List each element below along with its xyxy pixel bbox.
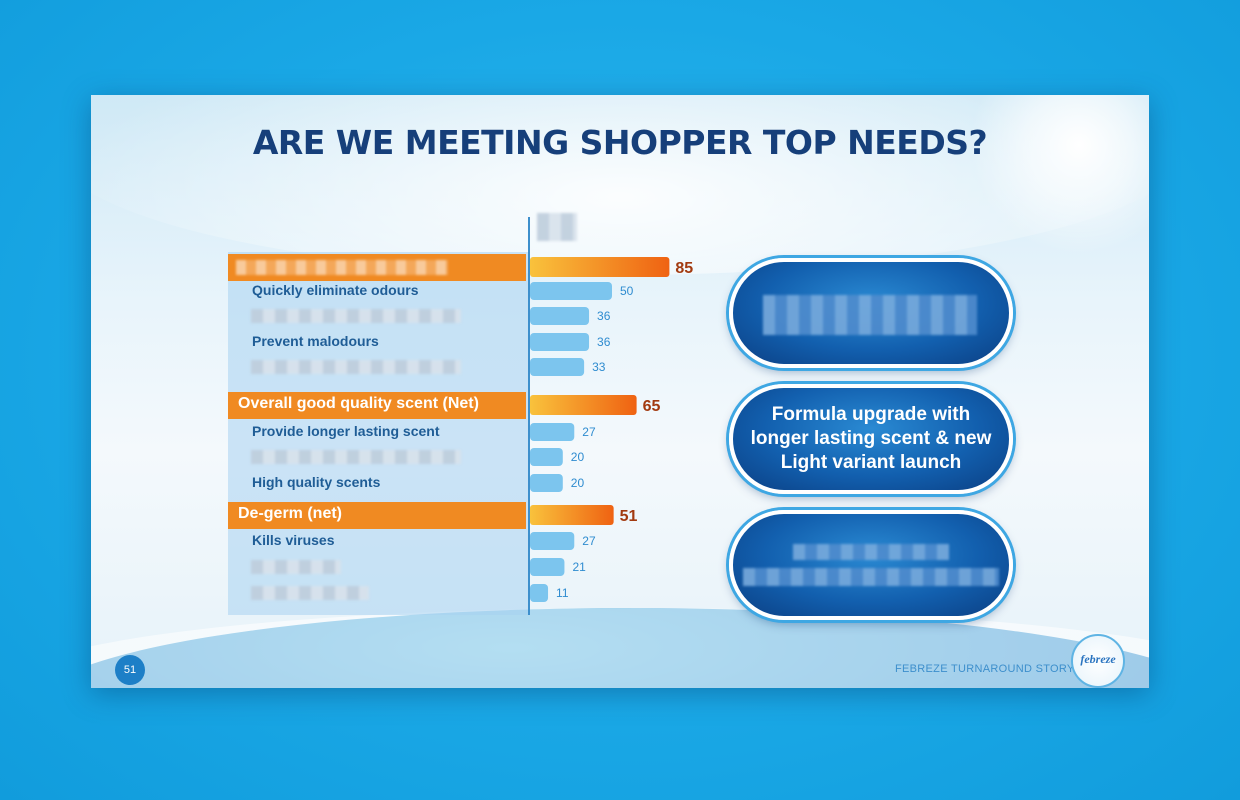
slide-title: ARE WE MEETING SHOPPER TOP NEEDS? (252, 123, 988, 162)
net-category-label: De-germ (net) (238, 505, 343, 522)
bar-value-label: 27 (582, 534, 596, 548)
footer-title: FEBREZE TURNAROUND STORY (895, 663, 1075, 675)
bar-value-label: 36 (597, 309, 611, 323)
febreze-logo: febreze (1071, 634, 1125, 688)
sub-bar (530, 532, 575, 550)
net-category-row (228, 254, 526, 281)
sub-category-label: Prevent malodours (252, 333, 379, 349)
sub-category-label: High quality scents (252, 474, 381, 490)
sub-category-label: Quickly eliminate odours (252, 282, 419, 298)
net-category-row: Overall good quality scent (Net) (228, 392, 526, 419)
sub-category-label: Kills viruses (252, 532, 335, 548)
slide: ARE WE MEETING SHOPPER TOP NEEDS? Quickl… (91, 95, 1149, 688)
redacted-label (236, 260, 448, 275)
net-bar (530, 395, 637, 415)
logo-wordmark: febreze (1080, 652, 1116, 666)
bar-value-label: 33 (592, 360, 606, 374)
redacted-label (251, 560, 341, 574)
chart-axis-line (528, 217, 530, 615)
callout-oval-1 (729, 258, 1013, 368)
net-bar (530, 257, 670, 277)
bar-value-label: 50 (620, 284, 634, 298)
bar-value-label: 27 (582, 425, 596, 439)
sub-bar (530, 282, 612, 300)
sub-bar (530, 474, 563, 492)
callout-text: Formula upgrade with longer lasting scen… (750, 404, 992, 473)
redacted-axis-header (537, 213, 577, 241)
redacted-label (251, 309, 461, 323)
net-category-label: Overall good quality scent (Net) (238, 395, 479, 412)
bar-value-label: 51 (620, 508, 638, 525)
sub-bar (530, 584, 549, 602)
sub-bar (530, 423, 575, 441)
bar-value-label: 20 (571, 476, 585, 490)
callout-oval-3 (729, 510, 1013, 620)
sub-bar (530, 448, 563, 466)
callout-oval-2: Formula upgrade with longer lasting scen… (729, 384, 1013, 494)
sub-bar (530, 307, 590, 325)
bar-value-label: 20 (571, 450, 585, 464)
redacted-label (251, 360, 461, 374)
redacted-label (251, 586, 369, 600)
page-number: 51 (115, 655, 145, 685)
bar-value-label: 36 (597, 335, 611, 349)
redacted-callout-text (793, 544, 949, 560)
sub-bar (530, 333, 590, 351)
bar-value-label: 65 (643, 398, 661, 415)
sub-bar (530, 358, 585, 376)
redacted-label (251, 450, 461, 464)
redacted-callout-text (743, 568, 999, 586)
redacted-callout-text (763, 295, 977, 335)
net-category-row: De-germ (net) (228, 502, 526, 529)
bar-value-label: 11 (556, 586, 569, 600)
sub-category-label: Provide longer lasting scent (252, 423, 440, 439)
bar-value-label: 85 (675, 260, 693, 277)
net-bar (530, 505, 614, 525)
bar-value-label: 21 (572, 560, 586, 574)
sub-bar (530, 558, 565, 576)
